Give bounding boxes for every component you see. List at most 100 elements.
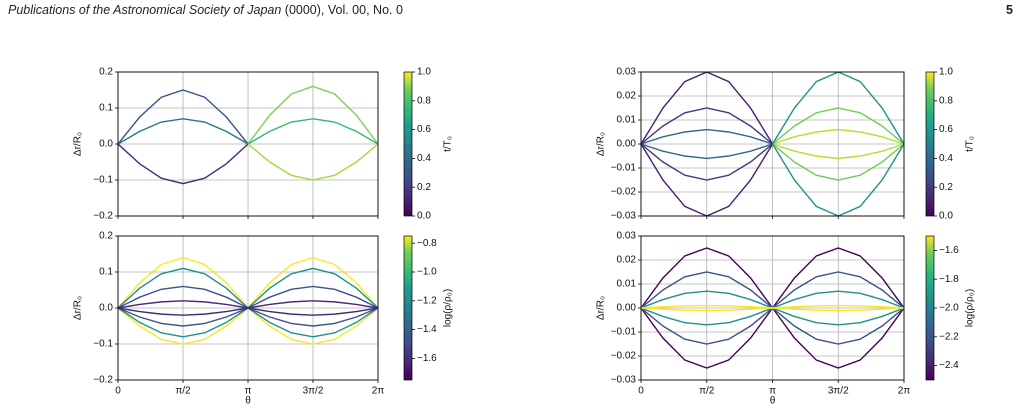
y-tick-label: 0.02 — [617, 91, 637, 102]
x-tick-label: 3π/2 — [828, 386, 849, 397]
curve — [641, 128, 773, 145]
y-tick-label: −0.02 — [611, 351, 637, 362]
y-tick-label: −0.1 — [93, 339, 113, 350]
curve — [118, 89, 249, 145]
y-tick-label: 0.00 — [617, 303, 637, 314]
y-tick-label: 0.1 — [99, 267, 113, 278]
y-axis-label: Δr/R₀ — [73, 296, 84, 320]
y-tick-label: 0.2 — [99, 231, 113, 242]
y-tick-label: −0.03 — [611, 211, 637, 222]
colorbar-label: t/T₀ — [443, 136, 454, 152]
colorbar-tick-label: 1.0 — [417, 67, 431, 78]
x-tick-label: π — [245, 386, 252, 397]
curve — [641, 72, 774, 145]
curve — [641, 143, 773, 160]
colorbar-tick-label: 0.2 — [939, 182, 953, 193]
colorbar-tick-label: 0.0 — [417, 211, 431, 222]
journal: Publications of the Astronomical Society… — [8, 3, 282, 17]
plot-frame — [640, 235, 905, 381]
colorbar-tick-label: −2.4 — [939, 360, 959, 371]
y-tick-label: −0.2 — [93, 375, 113, 386]
y-tick-label: −0.2 — [93, 211, 113, 222]
colorbar-tick-label: 0.0 — [939, 211, 953, 222]
colorbar-tick-label: 0.8 — [939, 95, 953, 106]
curve — [771, 72, 904, 145]
colorbar-tick-label: −1.2 — [417, 295, 437, 306]
y-tick-label: 0.01 — [617, 115, 637, 126]
colorbar-tick-label: 1.0 — [939, 67, 953, 78]
y-tick-label: 0.03 — [617, 231, 637, 242]
curve — [641, 307, 904, 312]
colorbar — [403, 71, 413, 217]
colorbar-tick-label: 0.8 — [417, 95, 431, 106]
colorbar-tick-label: 0.4 — [417, 153, 431, 164]
curve — [641, 107, 773, 145]
x-tick-label: 0 — [638, 386, 644, 397]
x-tick-label: 2π — [372, 386, 385, 397]
curve — [772, 128, 904, 145]
curve — [771, 143, 904, 216]
x-tick-label: 0 — [115, 386, 121, 397]
y-tick-label: −0.1 — [93, 175, 113, 186]
y-axis-label: Δr/R₀ — [596, 296, 607, 320]
y-tick-label: 0.01 — [617, 279, 637, 290]
colorbar-tick-label: 0.4 — [939, 153, 953, 164]
curve — [772, 143, 904, 160]
colorbar — [925, 235, 935, 381]
curve — [247, 85, 378, 145]
running-header: Publications of the Astronomical Society… — [8, 3, 403, 17]
y-tick-label: −0.03 — [611, 375, 637, 386]
x-axis-label: θ — [245, 396, 251, 407]
curve — [247, 118, 378, 145]
curve — [772, 107, 904, 145]
y-tick-label: −0.01 — [611, 327, 637, 338]
colorbar-tick-label: −0.8 — [417, 238, 437, 249]
colorbar-tick-label: 0.6 — [417, 124, 431, 135]
curve — [118, 118, 249, 145]
colorbar-tick-label: −1.6 — [939, 245, 959, 256]
curve — [118, 307, 378, 316]
curve — [118, 143, 249, 185]
colorbar-tick-label: 0.2 — [417, 182, 431, 193]
y-axis-label: Δr/R₀ — [596, 132, 607, 156]
y-tick-label: 0.0 — [99, 139, 113, 150]
colorbar-tick-label: −1.4 — [417, 324, 437, 335]
y-axis-label: Δr/R₀ — [73, 132, 84, 156]
y-tick-label: −0.01 — [611, 163, 637, 174]
colorbar-tick-label: −1.6 — [417, 353, 437, 364]
colorbar-tick-label: 0.6 — [939, 124, 953, 135]
colorbar-label: log(ρ/ρ₀) — [965, 289, 976, 327]
plot-frame — [117, 71, 379, 217]
curve — [247, 143, 378, 181]
curve — [641, 143, 774, 216]
curve — [772, 143, 904, 181]
y-tick-label: 0.2 — [99, 67, 113, 78]
y-tick-label: 0.00 — [617, 139, 637, 150]
x-tick-label: 3π/2 — [303, 386, 324, 397]
x-axis-label: θ — [770, 396, 776, 407]
page-number: 5 — [1006, 3, 1013, 17]
colorbar — [403, 235, 413, 381]
x-tick-label: 2π — [898, 386, 911, 397]
plot-frame — [117, 235, 379, 381]
y-tick-label: 0.02 — [617, 255, 637, 266]
plot-frame — [640, 71, 905, 217]
colorbar-label: t/T₀ — [965, 136, 976, 152]
y-tick-label: −0.02 — [611, 187, 637, 198]
curve — [641, 143, 773, 181]
colorbar-tick-label: −2.2 — [939, 331, 959, 342]
x-tick-label: π/2 — [175, 386, 191, 397]
colorbar-label: log(ρ/ρ₀) — [443, 289, 454, 327]
y-tick-label: 0.0 — [99, 303, 113, 314]
colorbar — [925, 71, 935, 217]
colorbar-tick-label: −1.8 — [939, 274, 959, 285]
colorbar-tick-label: −2.0 — [939, 303, 959, 314]
y-tick-label: 0.1 — [99, 103, 113, 114]
x-tick-label: π/2 — [699, 386, 715, 397]
colorbar-tick-label: −1.0 — [417, 267, 437, 278]
y-tick-label: 0.03 — [617, 67, 637, 78]
issue: (0000), Vol. 00, No. 0 — [281, 3, 403, 17]
x-tick-label: π — [769, 386, 776, 397]
